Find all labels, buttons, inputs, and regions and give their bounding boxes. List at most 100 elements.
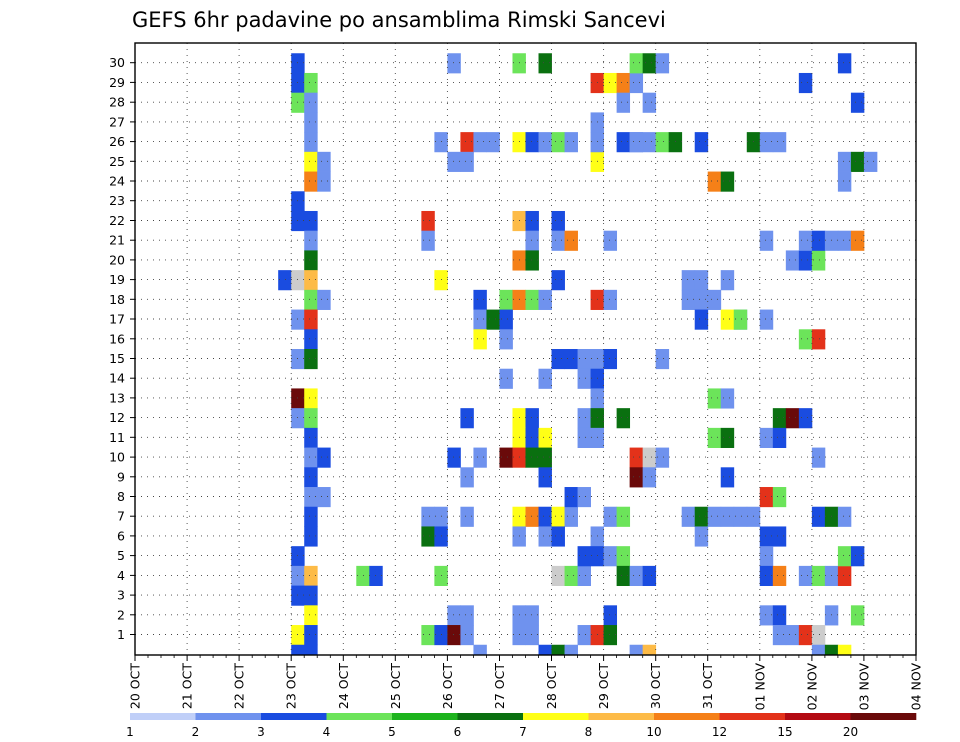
precip-cell — [551, 132, 565, 153]
precip-cell — [551, 230, 565, 251]
precip-cell — [616, 506, 631, 527]
precip-cell — [317, 447, 331, 468]
precip-cell — [629, 72, 644, 94]
x-tick-label: 01 NOV — [752, 663, 767, 711]
x-tick-label: 28 OCT — [544, 663, 559, 709]
precip-cell — [304, 210, 318, 232]
precip-cell — [499, 289, 513, 310]
precip-cell — [837, 53, 852, 74]
precip-cell — [304, 447, 318, 468]
precip-cell — [525, 250, 539, 271]
precip-cell — [447, 151, 461, 172]
precip-cell — [785, 408, 800, 429]
precip-cell — [525, 289, 539, 310]
precip-cell — [291, 270, 305, 291]
precip-cell — [564, 644, 578, 656]
precip-cell — [447, 53, 461, 74]
legend-label: 12 — [712, 725, 727, 739]
precip-cell — [304, 408, 318, 429]
legend-label: 2 — [192, 725, 200, 739]
precip-cell — [551, 526, 565, 547]
y-tick-label: 10 — [109, 450, 125, 465]
precip-cell — [798, 565, 813, 586]
y-tick-label: 18 — [109, 292, 125, 307]
precip-cell — [824, 644, 839, 656]
precip-cell — [616, 546, 631, 567]
y-tick-label: 17 — [109, 312, 125, 327]
precip-cell — [473, 447, 487, 468]
precip-cell — [304, 506, 318, 527]
y-tick-label: 25 — [109, 154, 125, 169]
precip-cell — [642, 447, 657, 468]
legend-label: 15 — [777, 725, 792, 739]
y-tick-label: 14 — [109, 371, 125, 386]
precip-cell — [473, 309, 487, 330]
precip-cell — [447, 447, 461, 468]
precip-cell — [460, 605, 474, 626]
precip-cell — [577, 625, 591, 646]
x-tick-label: 29 OCT — [596, 663, 611, 709]
precip-cell — [551, 565, 565, 586]
precip-cell — [746, 132, 761, 153]
precip-cell — [772, 132, 787, 153]
precip-cell — [603, 230, 618, 251]
precip-cell — [837, 546, 852, 567]
precip-cell — [551, 349, 565, 370]
precip-cell — [772, 526, 787, 547]
precip-cell — [538, 467, 552, 488]
precip-cell — [629, 467, 644, 488]
precip-cell — [694, 289, 709, 310]
y-tick-label: 28 — [109, 95, 125, 110]
precip-cell — [421, 230, 435, 251]
y-tick-label: 27 — [109, 114, 125, 129]
precip-cell — [837, 506, 852, 527]
x-tick-label: 22 OCT — [232, 663, 247, 709]
legend-swatch — [588, 713, 655, 720]
precip-cell — [824, 506, 839, 527]
precip-cell — [304, 72, 318, 94]
precip-cell — [811, 644, 826, 656]
precip-cell — [447, 605, 461, 626]
y-tick-label: 15 — [109, 351, 125, 366]
precip-cell — [590, 368, 604, 389]
precip-cell — [304, 565, 318, 586]
precip-cell — [551, 506, 565, 527]
precip-cell — [447, 625, 461, 646]
precip-cell — [304, 487, 318, 508]
precip-cell — [291, 388, 305, 409]
precip-cell — [460, 506, 474, 527]
y-tick-label: 13 — [109, 390, 125, 405]
precip-cell — [564, 349, 578, 370]
precip-cell — [356, 565, 370, 586]
precip-cell — [590, 151, 604, 172]
precip-cell — [811, 230, 826, 251]
precip-cell — [850, 605, 865, 626]
precip-cell — [733, 309, 748, 330]
precip-cell — [811, 329, 826, 350]
precip-cell — [577, 408, 591, 429]
precip-cell — [291, 309, 305, 330]
precip-cell — [590, 132, 604, 153]
precip-cell — [525, 427, 539, 448]
precip-cell — [785, 250, 800, 271]
precip-cell — [772, 605, 787, 626]
precip-cell — [304, 250, 318, 271]
precip-cell — [304, 605, 318, 626]
precip-cell — [590, 427, 604, 448]
precip-cell — [707, 388, 722, 409]
precip-cell — [694, 132, 709, 153]
precip-cell — [616, 72, 631, 94]
precip-cell — [317, 151, 331, 172]
precip-cell — [603, 605, 618, 626]
y-tick-label: 5 — [117, 548, 125, 563]
precip-cell — [473, 132, 487, 153]
y-axis-ticks: 1234567891011121314151617181920212223242… — [109, 55, 135, 642]
precip-cell — [577, 546, 591, 567]
precip-cell — [590, 625, 604, 646]
y-tick-label: 29 — [109, 75, 125, 90]
precip-cell — [863, 151, 878, 172]
precip-cell — [759, 487, 774, 508]
precip-cell — [707, 506, 722, 527]
precip-cell — [577, 368, 591, 389]
precip-cell — [720, 270, 735, 291]
